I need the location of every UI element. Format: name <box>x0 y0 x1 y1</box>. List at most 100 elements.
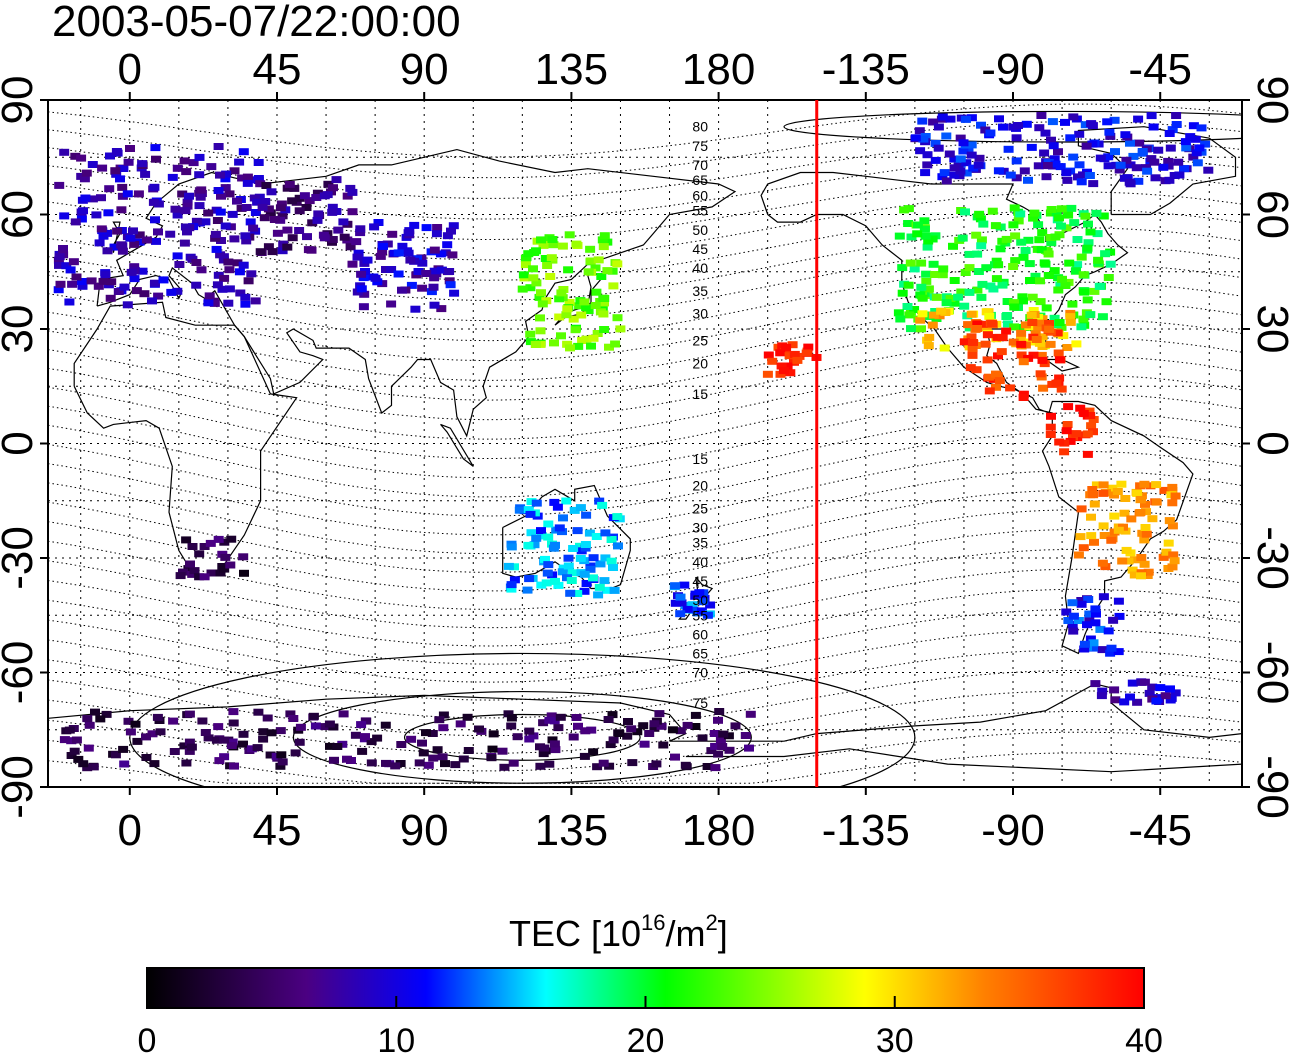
tec-cell <box>1062 176 1073 184</box>
tec-cell <box>431 230 442 238</box>
tec-cell <box>575 504 586 512</box>
tec-cell <box>342 192 353 200</box>
tec-cell <box>318 231 329 239</box>
tec-cell <box>1078 315 1089 323</box>
tec-cell <box>432 224 443 231</box>
tec-cell <box>1056 385 1067 393</box>
tec-cell <box>289 184 300 192</box>
tec-cell <box>1107 484 1118 492</box>
tec-cell <box>463 747 474 754</box>
tec-cell <box>803 343 814 351</box>
tec-cell <box>1076 600 1087 608</box>
tec-cell <box>1164 130 1175 137</box>
tec-cell <box>1082 430 1093 438</box>
tec-cell <box>1067 621 1078 628</box>
bottom-longitude-label: -90 <box>981 806 1045 855</box>
tec-cell <box>131 287 142 295</box>
tec-cell <box>538 719 549 727</box>
tec-cell <box>1016 340 1027 348</box>
tec-cell <box>967 345 978 352</box>
tec-cell <box>966 114 977 122</box>
tec-cell <box>70 152 81 160</box>
tec-cell <box>327 203 338 211</box>
tec-cell <box>528 274 539 282</box>
tec-cell <box>253 708 264 716</box>
tec-cell <box>409 221 420 229</box>
tec-cell <box>966 333 977 341</box>
tec-cell <box>1062 421 1073 428</box>
tec-cell <box>216 237 226 244</box>
tec-cell <box>934 312 945 320</box>
tec-cell <box>115 175 125 183</box>
magnetic-latitude-label: 35 <box>692 283 708 299</box>
tec-cell <box>462 713 473 721</box>
tec-cell <box>531 279 542 287</box>
tec-cell <box>1097 559 1108 567</box>
tec-cell <box>1052 329 1063 337</box>
tec-cell <box>923 237 934 245</box>
tec-cell <box>599 326 610 333</box>
tec-cell <box>990 222 1001 230</box>
tec-cell <box>1049 267 1060 275</box>
tec-cell <box>1068 153 1079 161</box>
tec-cell <box>137 160 148 168</box>
tec-cell <box>1088 639 1099 647</box>
tec-cell <box>1016 238 1027 246</box>
tec-cell <box>606 557 617 565</box>
tec-cell <box>226 535 237 543</box>
tec-cell <box>86 277 97 285</box>
tec-cell <box>622 732 633 740</box>
tec-cell <box>936 307 947 315</box>
tec-cell <box>1047 118 1058 126</box>
tec-cell <box>1060 282 1071 289</box>
tec-cell <box>381 266 391 273</box>
tec-cell <box>906 233 917 241</box>
tec-cell <box>410 305 421 313</box>
tec-cell <box>184 192 194 200</box>
tec-cell <box>191 259 202 266</box>
tec-cell <box>654 710 665 718</box>
tec-cell <box>937 113 948 121</box>
tec-cell <box>608 564 618 571</box>
tec-cell <box>972 250 983 258</box>
tec-cell <box>564 231 575 239</box>
tec-cell <box>670 753 680 761</box>
tec-cell <box>158 276 169 284</box>
tec-cell <box>225 223 236 231</box>
tec-cell <box>1027 293 1038 301</box>
tec-cell <box>78 760 89 768</box>
tec-cell <box>930 139 941 147</box>
tec-cell <box>149 760 160 768</box>
tec-cell <box>1033 324 1044 332</box>
tec-cell <box>1191 149 1202 157</box>
tec-cell <box>191 217 202 225</box>
tec-cell <box>522 586 533 594</box>
tec-cell <box>523 541 534 549</box>
tec-cell <box>265 751 276 759</box>
tec-cell <box>638 722 649 730</box>
tec-cell <box>223 258 234 266</box>
tec-cell <box>558 514 568 522</box>
tec-cell <box>1108 616 1119 624</box>
tec-cell <box>955 167 966 175</box>
tec-cell <box>897 289 908 297</box>
left-latitude-axis: -90 -60 -30 0 30 60 90 <box>0 76 48 819</box>
tec-cell <box>706 747 717 755</box>
tec-cell <box>167 173 178 181</box>
left-latitude-label: -30 <box>0 526 42 590</box>
tec-cell <box>117 247 128 255</box>
tec-cell <box>1055 163 1066 171</box>
tec-cell <box>1092 230 1103 238</box>
tec-cell <box>1035 298 1046 306</box>
tec-cell <box>1079 288 1090 296</box>
colorbar-label: TEC [1016/m2] <box>509 910 728 954</box>
tec-cell <box>613 542 623 550</box>
tec-cell <box>575 542 585 550</box>
tec-data-points <box>53 112 1214 772</box>
tec-cell <box>276 200 287 208</box>
tec-cell <box>356 285 367 293</box>
tec-cell <box>945 294 956 302</box>
tec-cell <box>1045 340 1056 348</box>
tec-cell <box>571 714 582 721</box>
tec-cell <box>584 529 595 537</box>
